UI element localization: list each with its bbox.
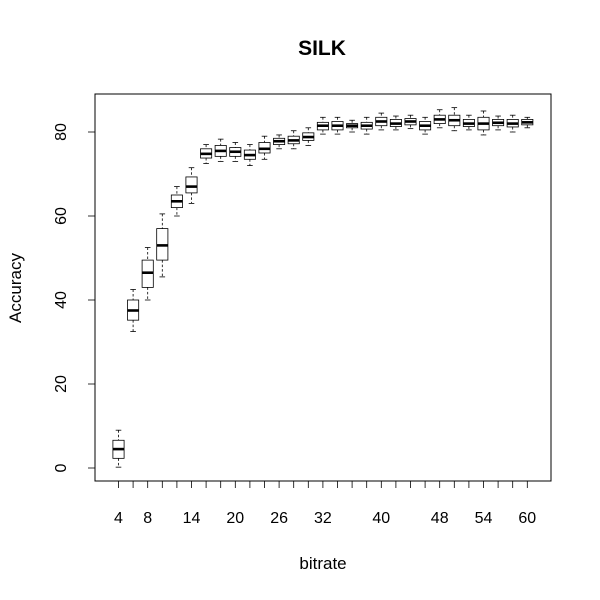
box-28 xyxy=(287,130,300,150)
x-tick-label-20: 20 xyxy=(226,510,244,527)
box-14 xyxy=(185,167,198,204)
box-38 xyxy=(360,116,373,135)
x-tick-label-48: 48 xyxy=(431,510,449,527)
box-32 xyxy=(316,116,329,135)
x-axis: 4 8 14 20 26 32 40 48 54 60 xyxy=(114,480,536,527)
x-tick-label-26: 26 xyxy=(270,510,288,527)
box-6 xyxy=(127,289,140,332)
box-56 xyxy=(492,115,505,131)
x-tick-label-8: 8 xyxy=(143,510,152,527)
box-16 xyxy=(200,144,213,164)
box-34 xyxy=(331,116,344,135)
box-4 xyxy=(112,429,125,468)
box-10 xyxy=(156,213,169,278)
box-18 xyxy=(214,138,227,162)
box-40 xyxy=(375,112,388,131)
x-tick-label-4: 4 xyxy=(114,510,123,527)
box-24 xyxy=(258,135,271,160)
box-36 xyxy=(346,119,359,133)
y-tick-label-0: 0 xyxy=(53,463,70,472)
box-12 xyxy=(170,186,183,217)
box-30 xyxy=(302,127,315,146)
x-axis-label: bitrate xyxy=(299,554,346,573)
box-20 xyxy=(229,142,242,162)
x-tick-label-14: 14 xyxy=(183,510,201,527)
chart-title: SILK xyxy=(298,37,346,60)
y-tick-label-60: 60 xyxy=(53,207,70,225)
box-52 xyxy=(462,114,475,131)
box-46 xyxy=(419,116,432,135)
box-60 xyxy=(521,116,534,129)
y-axis: 0 20 40 60 80 xyxy=(53,123,96,472)
y-tick-label-80: 80 xyxy=(53,123,70,141)
box-8 xyxy=(141,247,154,301)
box-48 xyxy=(433,109,446,129)
box-42 xyxy=(389,115,402,131)
boxplot-series xyxy=(112,107,534,468)
y-tick-label-20: 20 xyxy=(53,375,70,393)
box-44 xyxy=(404,114,417,130)
x-tick-label-32: 32 xyxy=(314,510,332,527)
box-58 xyxy=(506,114,519,133)
plot-frame xyxy=(94,93,552,482)
box-26 xyxy=(273,134,286,150)
box-50 xyxy=(448,107,461,132)
box-body xyxy=(185,176,198,194)
x-tick-label-40: 40 xyxy=(372,510,390,527)
x-tick-label-54: 54 xyxy=(475,510,493,527)
y-axis-label: Accuracy xyxy=(6,253,25,323)
box-54 xyxy=(477,110,490,136)
box-22 xyxy=(243,144,256,167)
x-tick-label-60: 60 xyxy=(518,510,536,527)
y-tick-label-40: 40 xyxy=(53,291,70,309)
